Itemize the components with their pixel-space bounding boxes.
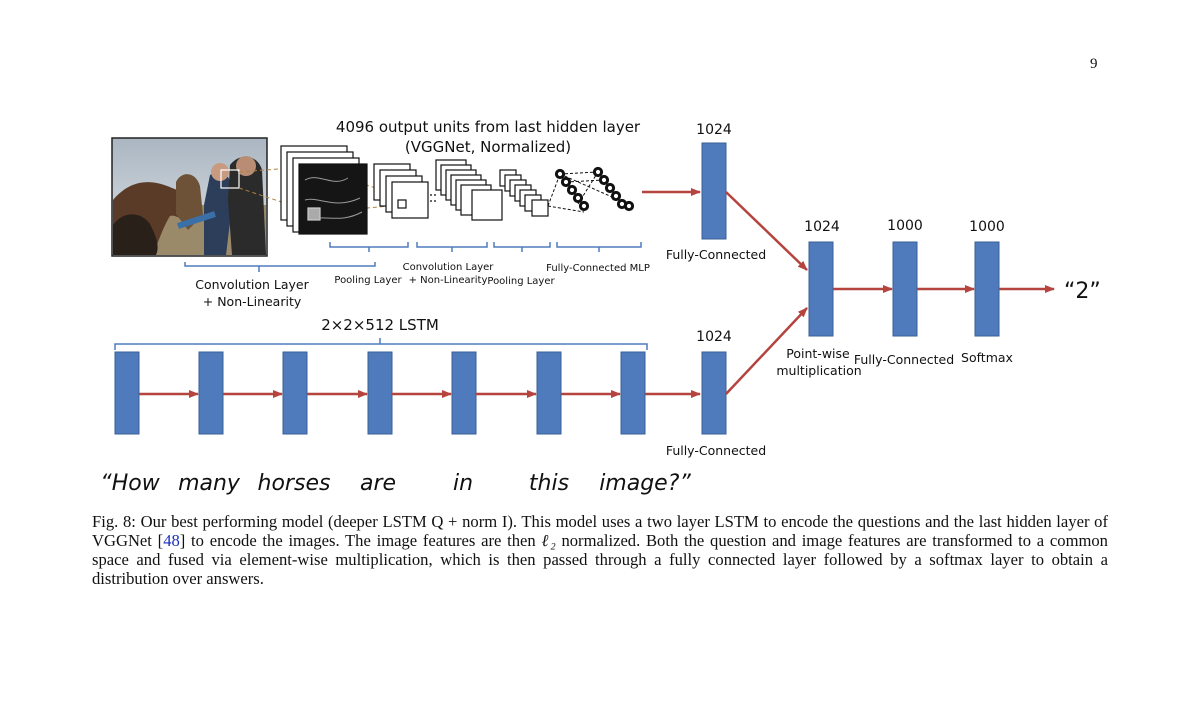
question-word: “How [100,471,160,496]
arrow-image-to-fusion [725,191,808,271]
question-word: in [453,471,473,496]
arrow-question-to-fusion [725,307,808,395]
question-word: horses [258,471,331,496]
lstm-cells [114,351,646,435]
question-word: many [178,471,241,496]
fc-image-dim: 1024 [696,122,732,138]
pool1-label: Pooling Layer [334,275,402,286]
answer-text: “2” [1064,279,1101,304]
fc-label: Fully-Connected [854,352,954,367]
softmax-block [974,241,1000,337]
cnn-title-line1: 4096 output units from last hidden layer [336,118,641,136]
page-number: 9 [1090,56,1098,72]
l2-norm-symbol: ℓ₂ [541,531,556,550]
caption-label: Fig. 8: [92,512,136,531]
conv-label-line2: + Non-Linearity [203,294,302,309]
pool-feature-maps-1 [373,163,429,219]
lstm-title: 2×2×512 LSTM [321,316,439,334]
conv-label-line1: Convolution Layer [195,277,309,292]
mlp-label: Fully-Connected MLP [546,263,650,274]
figure-caption: Fig. 8: Our best performing model (deepe… [92,512,1108,588]
softmax-dim: 1000 [969,219,1005,235]
pointwise-block [808,241,834,337]
conv-feature-maps-1 [280,145,368,235]
caption-text-1: Our best performing model (deeper LSTM Q… [92,512,1108,550]
mlp-neurons [547,166,635,213]
caption-text-3: normalized. Both the question and image … [92,531,1108,588]
lstm-brace [114,338,648,350]
pointwise-label-line2: multiplication [776,363,861,378]
question-word: this [529,471,569,496]
fc-question-dim: 1024 [696,329,732,345]
fc-image-label: Fully-Connected [666,247,766,262]
conv2-label-line1: Convolution Layer [403,262,495,273]
fc-image-block [701,142,727,240]
question-word: are [360,471,396,496]
caption-text-2: ] to encode the images. The image featur… [179,531,542,550]
pointwise-dim: 1024 [804,219,840,235]
fc-question-block [701,351,727,435]
question-words: “How many horses are in this image?” [100,471,691,496]
vqa-model-diagram: 4096 output units from last hidden layer… [100,118,1101,496]
pointwise-label-line1: Point-wise [786,346,850,361]
conv-feature-maps-2 [430,159,503,221]
citation-link[interactable]: 48 [163,531,180,550]
pool-feature-maps-2 [499,169,549,217]
fc-dim: 1000 [887,218,923,234]
conv2-label-line2: + Non-Linearity [409,275,488,286]
question-word: image?” [599,471,691,496]
pool2-label: Pooling Layer [487,276,555,287]
input-image [111,137,268,257]
softmax-label: Softmax [961,350,1013,365]
cnn-title-line2: (VGGNet, Normalized) [405,138,571,156]
cnn-braces [184,242,642,272]
fc-block [892,241,918,337]
fc-question-label: Fully-Connected [666,443,766,458]
